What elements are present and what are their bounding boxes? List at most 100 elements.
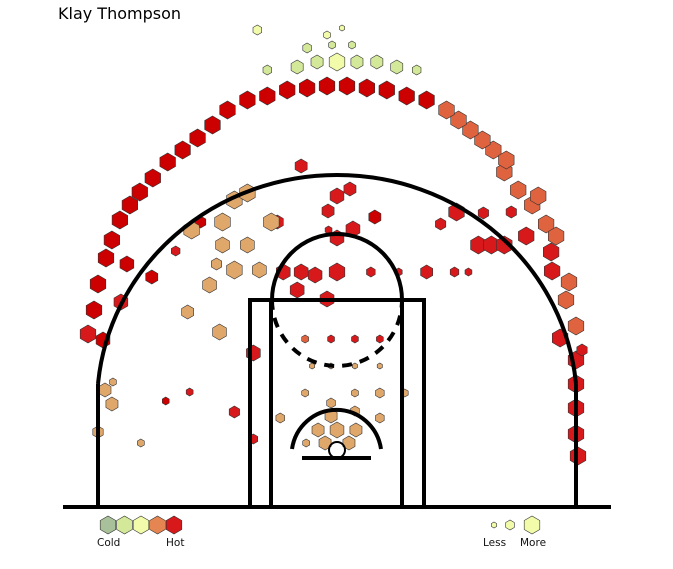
shot-hex <box>137 438 145 448</box>
shot-hex <box>214 212 231 232</box>
shot-hex <box>376 334 384 344</box>
shot-hex <box>496 235 513 255</box>
shot-hex <box>189 128 206 148</box>
shot-hex <box>239 90 256 110</box>
shot-hex <box>378 80 395 100</box>
shot-hex <box>449 266 460 278</box>
shot-hex <box>530 186 547 206</box>
paint-outer <box>248 298 426 509</box>
shot-hex <box>215 236 230 254</box>
shot-hex <box>211 257 222 271</box>
shot-hex <box>321 203 335 219</box>
shot-hex <box>339 24 345 32</box>
shot-hex <box>103 230 120 250</box>
shot-hex <box>162 396 170 406</box>
shot-hex <box>323 30 331 40</box>
shot-hex <box>370 54 384 70</box>
shot-hex <box>318 435 332 451</box>
shot-hex <box>228 405 240 419</box>
color-legend <box>99 515 183 535</box>
shot-hex <box>98 382 112 398</box>
color-legend-swatch <box>149 515 166 535</box>
shot-hex <box>105 396 119 412</box>
shot-hex <box>368 209 382 225</box>
shot-hex <box>219 100 236 120</box>
shot-hex <box>97 248 115 268</box>
shot-hex <box>263 212 280 232</box>
shot-hex <box>328 40 336 50</box>
shot-hex <box>328 262 346 282</box>
shot-hex <box>542 242 560 262</box>
shot-hex <box>349 422 363 438</box>
shot-hex <box>328 52 346 72</box>
shot-hex <box>342 435 356 451</box>
shot-hex <box>464 267 473 277</box>
shot-hex <box>89 274 107 294</box>
shot-hex <box>259 86 276 106</box>
shot-hex <box>567 316 585 336</box>
shot-hex <box>310 54 324 70</box>
court-lines <box>63 172 611 509</box>
shot-hex <box>111 210 128 230</box>
shot-hex <box>420 264 434 280</box>
shot-hex <box>301 388 309 398</box>
shot-hex <box>326 397 336 409</box>
shot-hex <box>204 115 221 135</box>
restricted-area <box>290 407 383 450</box>
shot-hex <box>119 255 135 273</box>
free-throw-circle-bottom <box>270 299 404 368</box>
shot-hex <box>279 80 296 100</box>
shot-hex <box>171 245 181 257</box>
shot-hex <box>309 362 316 370</box>
shot-hex <box>418 90 435 110</box>
shot-hex <box>560 272 578 292</box>
shot-hex <box>343 181 357 197</box>
shot-hex <box>240 236 255 254</box>
shot-hex <box>518 226 535 246</box>
shot-hex <box>311 422 325 438</box>
shot-hex <box>318 76 336 96</box>
shot-hex <box>351 334 359 344</box>
shot-hex <box>302 438 310 448</box>
shot-hex <box>144 168 161 188</box>
shot-hex <box>85 300 103 320</box>
shot-hex <box>351 388 359 398</box>
shot-hex <box>375 412 385 424</box>
shot-hex <box>366 266 376 278</box>
shot-hex <box>252 261 267 279</box>
shot-hex <box>159 152 176 172</box>
legend-cold-label: Cold <box>97 537 120 549</box>
shot-hex <box>350 54 364 70</box>
size-legend <box>491 515 541 535</box>
legend-less-label: Less <box>483 537 506 549</box>
shot-hex <box>510 180 527 200</box>
shot-hex <box>174 140 191 160</box>
legend: Cold Hot Less More <box>97 515 546 549</box>
shot-hex <box>302 42 312 54</box>
shot-hex <box>358 78 376 98</box>
shot-hex <box>307 266 323 284</box>
shot-hex <box>557 290 575 310</box>
shot-hex <box>262 64 272 76</box>
shot-hex <box>543 261 561 281</box>
shot-hex <box>202 276 217 294</box>
shot-hex <box>109 377 117 387</box>
shot-hex <box>348 40 356 50</box>
three-point-arc <box>96 172 578 385</box>
free-throw-circle-top <box>270 232 404 301</box>
shot-hex <box>398 86 415 106</box>
shot-hex <box>226 260 243 280</box>
size-legend-swatch <box>491 521 497 529</box>
shot-hex <box>576 343 588 357</box>
size-legend-swatch <box>523 515 541 535</box>
shot-hex <box>289 281 305 299</box>
shot-hex <box>298 78 316 98</box>
color-legend-swatch <box>165 515 183 535</box>
hexbin-layer <box>79 24 588 466</box>
size-legend-swatch <box>505 519 515 531</box>
shot-hex <box>547 226 565 246</box>
shot-hex <box>351 362 358 370</box>
shot-hex <box>185 387 194 397</box>
shot-hex <box>375 387 385 399</box>
